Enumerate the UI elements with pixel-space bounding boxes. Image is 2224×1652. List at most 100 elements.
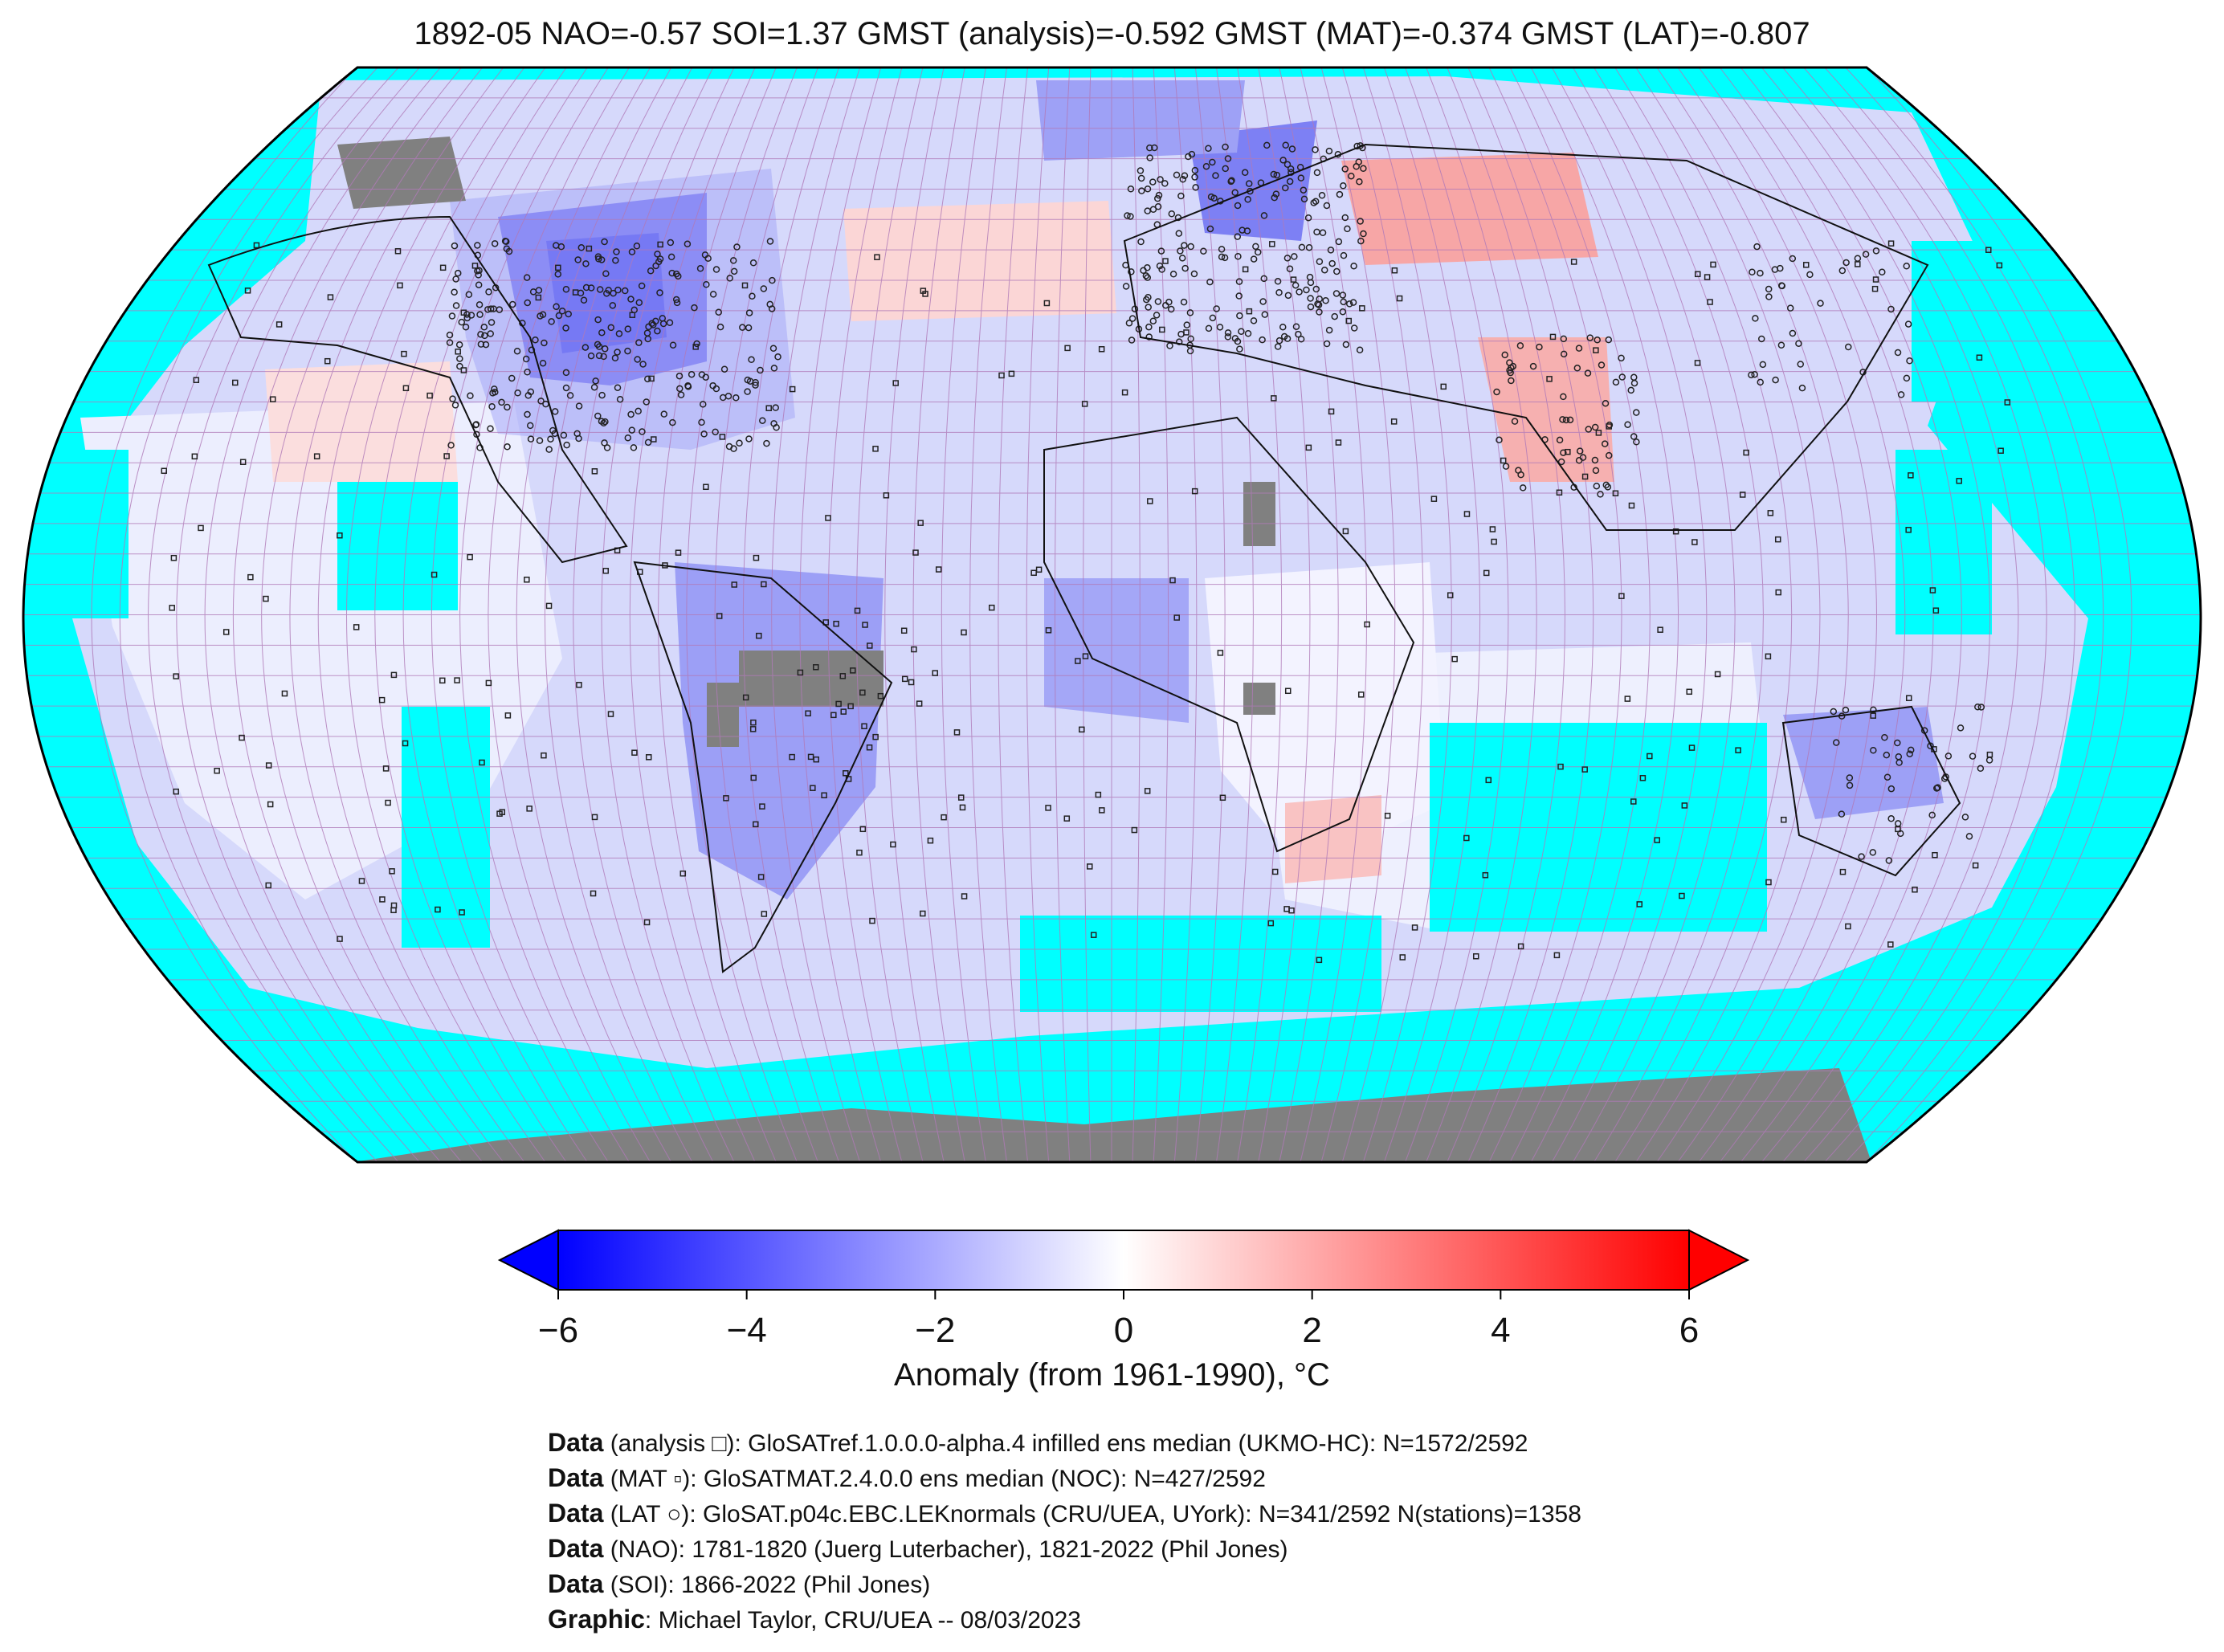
station-marker — [1154, 298, 1162, 305]
meridian-line — [119, 67, 378, 1162]
station-marker — [474, 242, 481, 249]
station-marker — [644, 335, 651, 343]
no-data-block — [1912, 241, 2008, 402]
station-marker — [1286, 265, 1294, 272]
station-marker — [1887, 305, 1895, 313]
grid-cell-marker — [810, 785, 816, 791]
station-marker — [1759, 361, 1767, 369]
station-marker — [1156, 262, 1164, 270]
grid-cell-marker — [1271, 868, 1279, 875]
station-marker — [1303, 286, 1310, 294]
no-data-land-south-america — [739, 651, 883, 707]
credit-line: Data (SOI): 1866-2022 (Phil Jones) — [548, 1567, 1581, 1602]
meridian-line — [1530, 67, 1679, 1162]
grid-cell-marker — [912, 549, 919, 556]
grid-cell-marker — [401, 350, 407, 357]
colorbar-warm-extension — [1688, 1229, 1750, 1291]
credit-line: Graphic: Michael Taylor, CRU/UEA -- 08/0… — [548, 1602, 1581, 1638]
station-marker — [668, 269, 675, 277]
meridian-line — [1761, 67, 1990, 1162]
station-marker — [536, 437, 544, 444]
station-marker — [587, 352, 595, 360]
station-marker — [1183, 321, 1191, 328]
station-marker — [1895, 753, 1903, 761]
station-marker — [1127, 186, 1135, 193]
station-marker — [698, 371, 706, 378]
station-marker — [667, 253, 675, 261]
station-marker — [1272, 190, 1280, 198]
station-marker — [1624, 421, 1631, 428]
station-marker — [1906, 750, 1913, 757]
station-marker — [1887, 815, 1895, 822]
station-marker — [1777, 264, 1784, 272]
station-marker — [1122, 283, 1130, 290]
no-data-land-africa — [1243, 482, 1275, 546]
station-marker — [1259, 336, 1266, 344]
grid-cell-marker — [426, 392, 433, 399]
station-marker — [1576, 447, 1584, 455]
grid-cell-marker — [265, 882, 271, 889]
station-marker — [1295, 330, 1302, 338]
grid-cell-marker — [1098, 345, 1105, 353]
grid-cell-marker — [839, 673, 847, 679]
station-marker — [607, 324, 615, 332]
station-marker — [1261, 311, 1269, 318]
station-marker — [1187, 335, 1194, 343]
credit-key: Data — [548, 1499, 604, 1528]
station-marker — [1749, 268, 1756, 276]
grid-cell-marker — [692, 344, 699, 350]
station-marker — [1186, 309, 1194, 316]
grid-cell-marker — [1342, 528, 1349, 535]
station-marker — [575, 402, 583, 410]
station-marker — [1509, 362, 1517, 370]
station-marker — [598, 391, 606, 399]
station-marker — [1345, 300, 1353, 308]
station-marker — [766, 238, 774, 245]
grid-cell-marker — [402, 740, 409, 747]
grid-cell-marker — [1451, 655, 1458, 663]
grid-cell-marker — [382, 765, 390, 772]
station-marker — [1777, 341, 1785, 349]
grid-cell-marker — [1284, 687, 1292, 695]
grid-cell-marker — [833, 620, 839, 627]
station-marker — [1221, 254, 1229, 262]
station-marker — [1286, 177, 1294, 186]
grid-cell-marker — [761, 581, 767, 588]
grid-cell-marker — [1932, 607, 1940, 614]
grid-cell-marker — [1908, 472, 1914, 479]
meridian-line — [1719, 67, 1934, 1162]
station-marker — [1144, 274, 1152, 281]
grid-cell-marker — [1482, 871, 1489, 879]
station-marker — [1305, 243, 1313, 251]
station-marker — [1149, 178, 1157, 186]
grid-cell-marker — [2004, 399, 2011, 406]
station-marker — [1501, 351, 1508, 359]
grid-cell-marker — [191, 453, 198, 460]
grid-cell-marker — [1686, 688, 1692, 695]
station-marker — [487, 330, 494, 337]
grid-cell-marker — [1219, 794, 1226, 802]
station-marker — [482, 341, 490, 349]
station-marker — [633, 243, 641, 250]
station-marker — [1143, 296, 1150, 304]
station-marker — [1167, 305, 1175, 313]
meridian-line — [941, 67, 986, 1162]
station-marker — [667, 239, 675, 247]
station-marker — [1157, 247, 1165, 255]
station-marker — [598, 418, 606, 425]
meridian-line — [1153, 67, 1169, 1162]
station-marker — [1560, 335, 1568, 343]
station-marker — [1238, 328, 1245, 335]
station-marker — [630, 444, 638, 451]
station-marker — [673, 299, 681, 307]
station-marker — [1205, 145, 1212, 153]
grid-cell-marker — [1628, 502, 1635, 509]
grid-cell-marker — [750, 719, 757, 726]
station-marker — [628, 248, 636, 255]
grid-cell-marker — [872, 446, 879, 452]
grid-cell-marker — [1976, 354, 1983, 361]
grid-cell-marker — [1008, 370, 1015, 377]
credits-block: Data (analysis □): GloSATref.1.0.0.0-alp… — [548, 1426, 1581, 1638]
station-marker — [1161, 180, 1169, 187]
grid-cell-marker — [1710, 261, 1716, 268]
